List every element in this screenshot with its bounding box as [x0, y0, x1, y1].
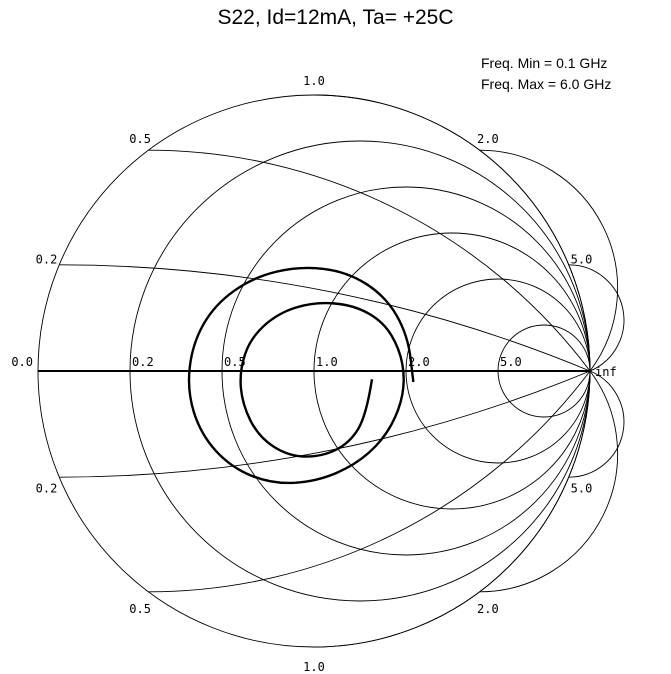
reactance-label-upper-0.2: 0.2: [36, 253, 58, 267]
infinity-label: inf: [595, 365, 617, 379]
reactance-arc-lower-0.5: [148, 370, 591, 593]
reactance-label-lower-1.0: 1.0: [303, 660, 325, 674]
reactance-arc-lower-2: [479, 370, 619, 593]
series-s22-trace: [187, 266, 415, 485]
reactance-arc-upper-5: [568, 264, 625, 372]
freq-max-label: Freq. Max = 6.0 GHz: [481, 76, 612, 92]
resistance-label-5.0: 5.0: [500, 355, 522, 369]
reactance-label-upper-5.0: 5.0: [571, 253, 593, 267]
resistance-label-0.2: 0.2: [132, 355, 154, 369]
data-series: [187, 266, 415, 485]
reactance-arc-lower-0.2: [59, 370, 591, 478]
reactance-arc-upper-0.2: [59, 264, 591, 372]
reactance-label-lower-0.2: 0.2: [36, 481, 58, 495]
reactance-label-upper-2.0: 2.0: [477, 132, 499, 146]
tick-labels: 0.0 0.2 0.5 1.0 2.0 5.0 inf 0.2 0.5 1.0 2.0 5.0 0.2 0…: [11, 74, 616, 674]
resistance-label-0.0: 0.0: [11, 355, 33, 369]
reactance-arc-upper-2: [479, 149, 619, 372]
resistance-label-2.0: 2.0: [408, 355, 430, 369]
reactance-label-lower-0.5: 0.5: [129, 602, 151, 616]
reactance-arc-upper-0.5: [148, 149, 591, 372]
freq-min-label: Freq. Min = 0.1 GHz: [481, 55, 608, 71]
reactance-label-lower-2.0: 2.0: [477, 602, 499, 616]
resistance-label-1.0: 1.0: [316, 355, 338, 369]
reactance-arcs: [59, 94, 625, 648]
resistance-label-0.5: 0.5: [224, 355, 246, 369]
reactance-arc-lower-5: [568, 370, 625, 478]
reactance-label-upper-0.5: 0.5: [129, 132, 151, 146]
reactance-label-lower-5.0: 5.0: [571, 481, 593, 495]
chart-title: S22, Id=12mA, Ta= +25C: [217, 6, 454, 29]
reactance-label-upper-1.0: 1.0: [303, 74, 325, 88]
reactance-arc-lower-1: [313, 370, 591, 648]
reactance-arc-upper-1: [313, 94, 591, 372]
